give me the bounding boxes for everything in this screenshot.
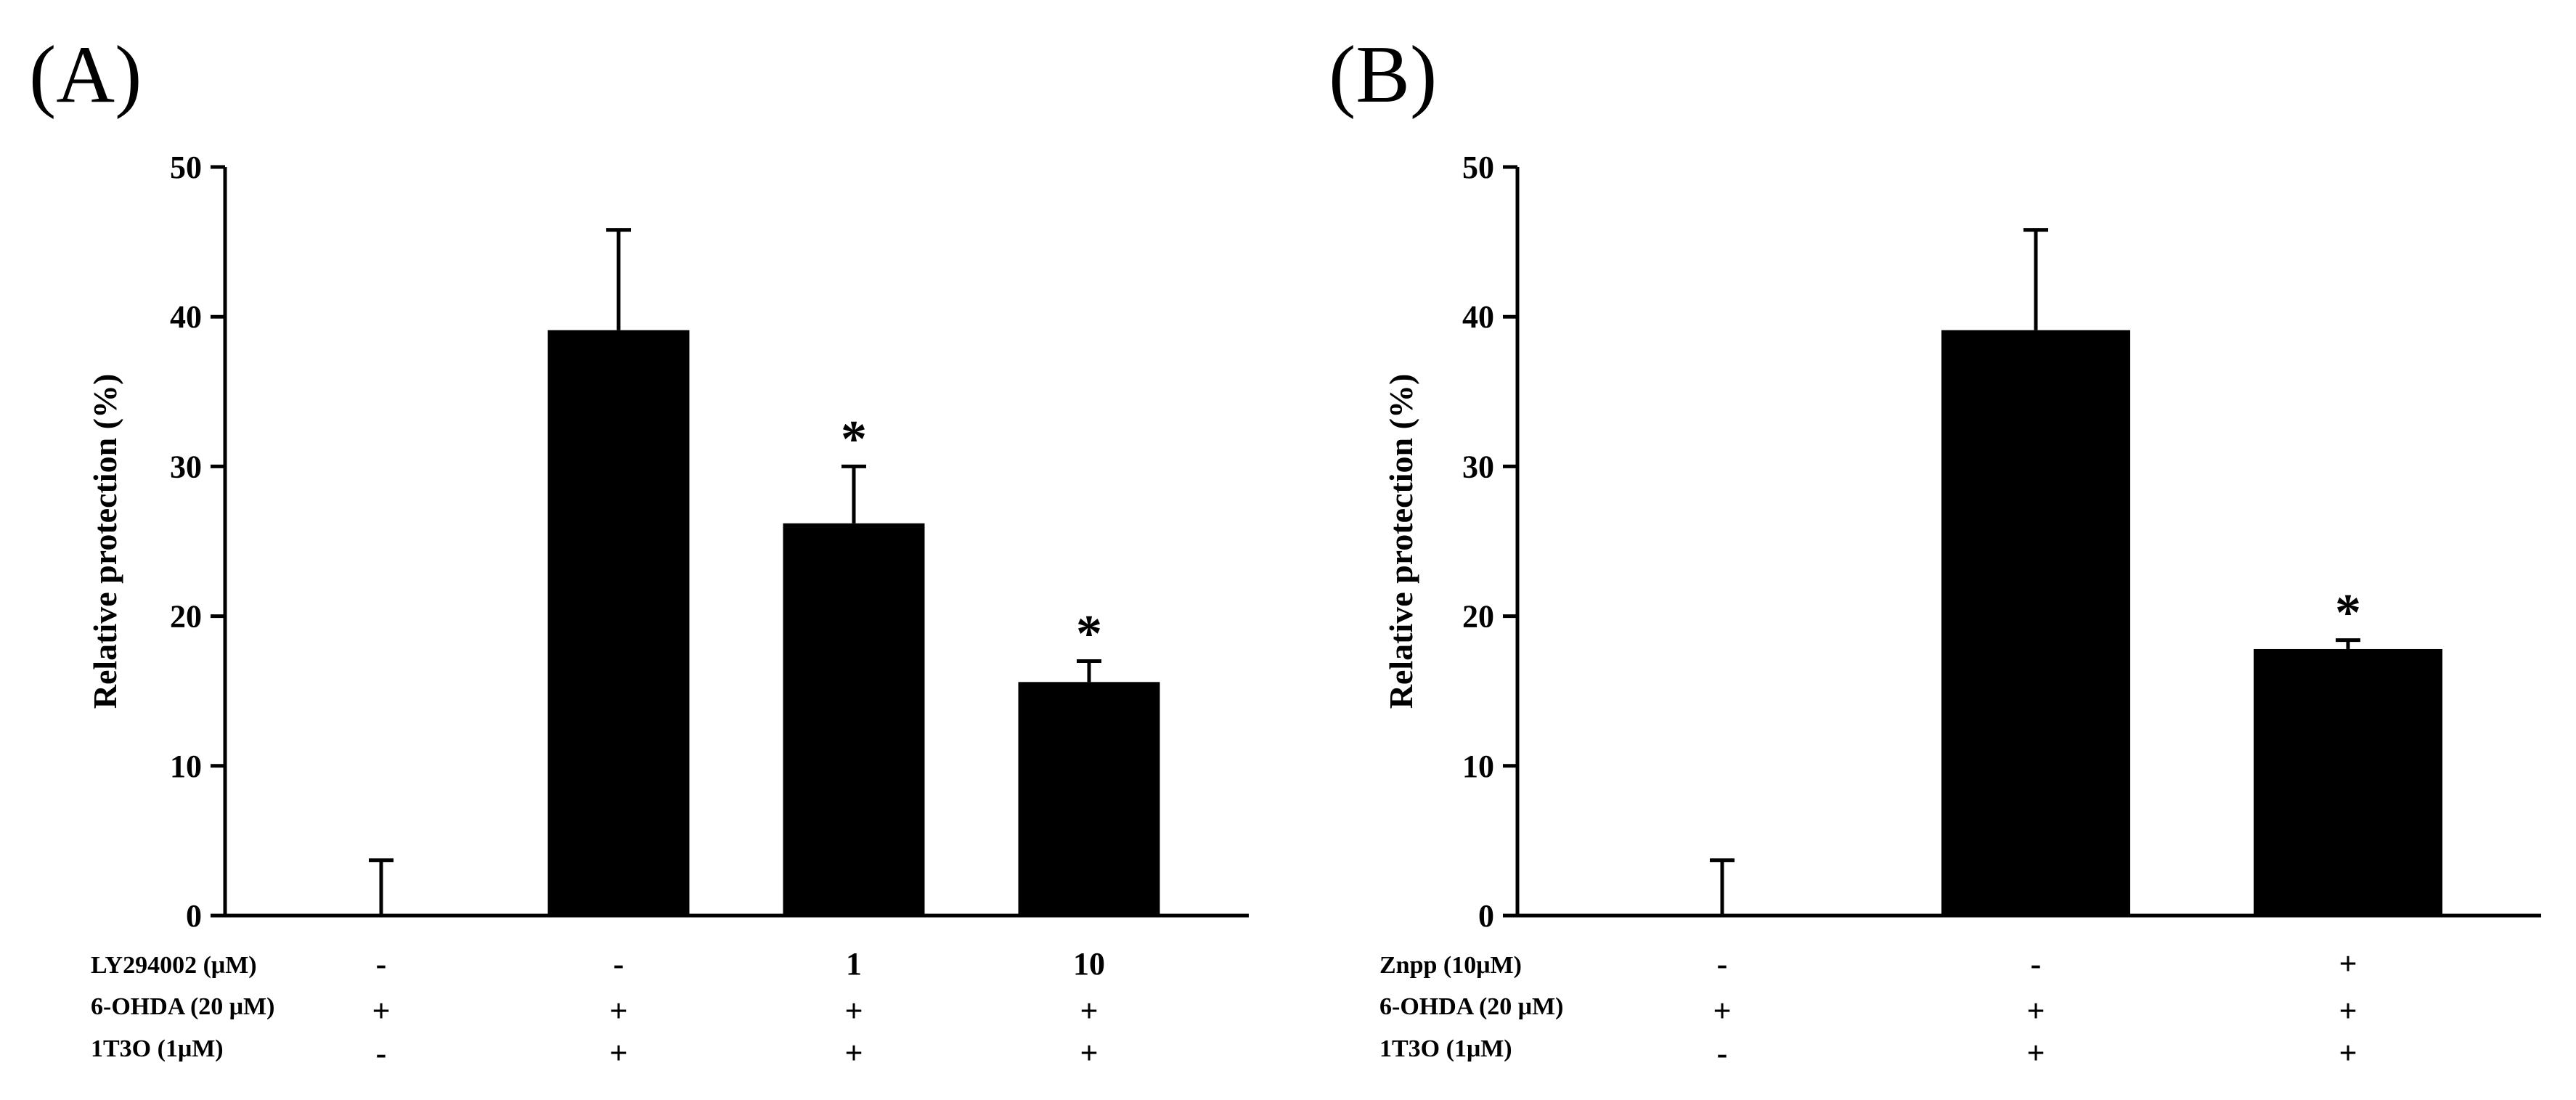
condition-row-label: LY294002 (μM) — [91, 952, 257, 979]
condition-value: + — [609, 1035, 627, 1071]
y-tick-label: 0 — [1478, 898, 1494, 934]
condition-value: - — [1717, 946, 1728, 982]
condition-value: - — [1717, 1035, 1728, 1071]
bar — [547, 330, 690, 916]
condition-row-label: 1T3O (1μM) — [91, 1035, 224, 1062]
y-axis-title: Relative protection (%) — [1382, 374, 1419, 709]
y-tick-label: 10 — [1462, 749, 1494, 784]
condition-value: + — [844, 1035, 863, 1071]
y-tick-label: 30 — [170, 449, 202, 484]
condition-value: + — [372, 993, 390, 1029]
bar — [1941, 330, 2130, 916]
panel-label: (B) — [1329, 30, 1437, 120]
condition-value: - — [376, 946, 387, 982]
condition-value: - — [614, 946, 624, 982]
significance-mark: * — [2335, 584, 2361, 642]
bar — [783, 523, 925, 916]
y-tick-label: 50 — [170, 150, 202, 185]
y-tick-label: 20 — [170, 599, 202, 635]
condition-value: + — [1080, 993, 1098, 1029]
condition-value: + — [2026, 1035, 2045, 1071]
bar — [1018, 682, 1160, 916]
y-tick-label: 10 — [170, 749, 202, 784]
y-tick-label: 0 — [186, 898, 202, 934]
condition-value: + — [2339, 1035, 2357, 1071]
condition-value: - — [2031, 946, 2042, 982]
y-tick-label: 50 — [1462, 150, 1494, 185]
condition-row-label: 6-OHDA (20 μM) — [91, 993, 274, 1020]
bar — [2254, 648, 2442, 916]
condition-value: + — [2339, 993, 2357, 1029]
significance-mark: * — [1076, 604, 1102, 662]
y-tick-label: 30 — [1462, 449, 1494, 484]
condition-value: + — [844, 993, 863, 1029]
y-tick-label: 20 — [1462, 599, 1494, 635]
condition-value: 10 — [1073, 946, 1105, 982]
significance-mark: * — [841, 410, 867, 468]
condition-value: + — [2339, 946, 2357, 982]
condition-value: + — [609, 993, 627, 1029]
y-tick-label: 40 — [1462, 299, 1494, 335]
condition-row-label: Znpp (10μM) — [1379, 952, 1522, 979]
condition-row-label: 1T3O (1μM) — [1379, 1035, 1512, 1062]
panel-label: (A) — [29, 30, 142, 120]
y-tick-label: 40 — [170, 299, 202, 335]
condition-value: + — [2026, 993, 2045, 1029]
condition-row-label: 6-OHDA (20 μM) — [1379, 993, 1563, 1020]
condition-value: + — [1080, 1035, 1098, 1071]
y-axis-title: Relative protection (%) — [86, 374, 123, 709]
condition-value: 1 — [846, 946, 862, 982]
condition-value: - — [376, 1035, 387, 1071]
condition-value: + — [1713, 993, 1731, 1029]
